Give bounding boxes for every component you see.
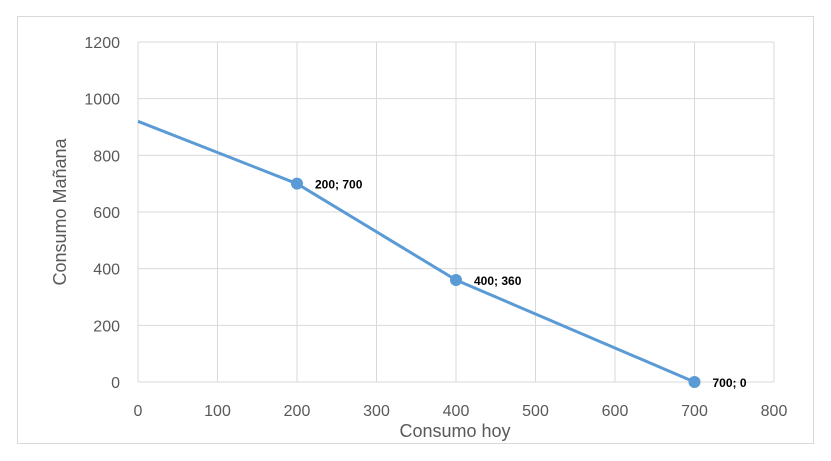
y-tick-label: 400 xyxy=(93,262,120,279)
x-tick-label: 0 xyxy=(134,403,143,420)
data-label: 200; 700 xyxy=(315,178,363,192)
x-tick-label: 800 xyxy=(761,403,788,420)
x-tick-labels: 0 100 200 300 400 500 600 700 800 xyxy=(134,403,788,420)
data-point xyxy=(450,274,462,286)
x-tick-label: 500 xyxy=(522,403,549,420)
x-tick-label: 200 xyxy=(284,403,311,420)
x-axis-title: Consumo hoy xyxy=(399,421,510,441)
x-tick-label: 400 xyxy=(443,403,470,420)
x-tick-label: 600 xyxy=(602,403,629,420)
x-tick-label: 700 xyxy=(681,403,708,420)
series xyxy=(137,119,701,388)
x-tick-label: 300 xyxy=(363,403,390,420)
series-line xyxy=(137,119,696,384)
y-tick-label: 1200 xyxy=(84,35,120,52)
y-tick-labels: 0 200 400 600 800 1000 1200 xyxy=(84,35,120,392)
y-axis-title: Consumo Mañana xyxy=(50,137,70,285)
y-tick-label: 0 xyxy=(111,375,120,392)
grid xyxy=(137,41,775,383)
data-label: 400; 360 xyxy=(474,274,522,288)
chart-frame xyxy=(17,16,814,444)
data-point xyxy=(291,177,303,190)
x-tick-label: 100 xyxy=(204,403,231,420)
data-point xyxy=(688,376,701,388)
y-tick-label: 800 xyxy=(93,148,120,165)
y-tick-label: 200 xyxy=(93,318,120,335)
y-tick-label: 1000 xyxy=(84,92,120,109)
data-labels: 200; 700 400; 360 700; 0 xyxy=(315,178,747,390)
data-label: 700; 0 xyxy=(713,376,747,390)
y-tick-label: 600 xyxy=(93,205,120,222)
